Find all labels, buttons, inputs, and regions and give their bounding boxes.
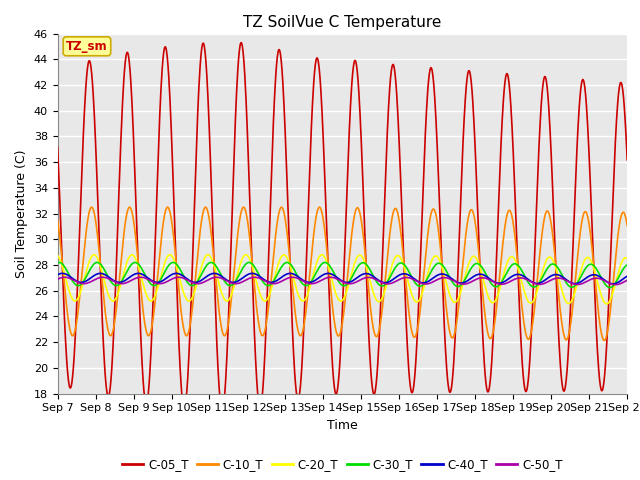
- C-30_T: [556, 268, 564, 274]
- C-50_T: [556, 275, 564, 281]
- C-30_T: [606, 285, 614, 290]
- C-30_T: [623, 262, 631, 268]
- Line: C-05_T: C-05_T: [58, 43, 627, 410]
- C-10_T: [506, 207, 513, 213]
- C-50_T: [611, 282, 619, 288]
- C-30_T: [244, 260, 252, 265]
- C-50_T: [244, 276, 252, 282]
- C-50_T: [431, 278, 439, 284]
- C-50_T: [61, 275, 68, 280]
- C-20_T: [506, 255, 513, 261]
- C-40_T: [181, 274, 189, 280]
- Text: TZ_sm: TZ_sm: [66, 40, 108, 53]
- C-30_T: [181, 275, 189, 281]
- C-40_T: [167, 272, 175, 278]
- C-40_T: [556, 273, 564, 278]
- C-05_T: [218, 408, 226, 413]
- Line: C-10_T: C-10_T: [58, 207, 627, 340]
- Y-axis label: Soil Temperature (C): Soil Temperature (C): [15, 149, 28, 278]
- C-50_T: [623, 277, 631, 283]
- C-10_T: [181, 330, 189, 336]
- C-05_T: [166, 107, 174, 112]
- C-50_T: [54, 276, 61, 282]
- C-20_T: [90, 252, 98, 258]
- C-50_T: [506, 279, 513, 285]
- C-10_T: [600, 337, 608, 343]
- C-10_T: [623, 223, 631, 228]
- C-40_T: [244, 271, 252, 277]
- C-30_T: [55, 260, 63, 265]
- C-10_T: [431, 209, 439, 215]
- C-20_T: [181, 293, 189, 299]
- C-20_T: [167, 252, 175, 258]
- C-05_T: [237, 40, 245, 46]
- C-05_T: [623, 157, 631, 163]
- C-20_T: [556, 280, 564, 286]
- C-50_T: [181, 276, 189, 282]
- C-40_T: [609, 281, 617, 287]
- Title: TZ SoilVue C Temperature: TZ SoilVue C Temperature: [243, 15, 442, 30]
- C-05_T: [432, 110, 440, 116]
- C-30_T: [431, 263, 439, 268]
- Line: C-50_T: C-50_T: [58, 277, 627, 285]
- C-05_T: [506, 91, 514, 97]
- C-10_T: [556, 304, 564, 310]
- C-10_T: [167, 213, 175, 219]
- C-20_T: [431, 253, 439, 259]
- C-50_T: [167, 276, 175, 282]
- C-05_T: [245, 168, 253, 174]
- C-30_T: [167, 261, 175, 266]
- C-20_T: [244, 254, 252, 260]
- Line: C-30_T: C-30_T: [58, 263, 627, 288]
- Line: C-20_T: C-20_T: [58, 255, 627, 304]
- C-40_T: [623, 274, 631, 279]
- C-40_T: [54, 272, 61, 277]
- C-20_T: [54, 252, 61, 258]
- Line: C-40_T: C-40_T: [58, 274, 627, 284]
- C-20_T: [623, 256, 631, 262]
- C-05_T: [556, 361, 564, 367]
- C-40_T: [506, 275, 513, 281]
- C-30_T: [506, 265, 513, 271]
- X-axis label: Time: Time: [327, 419, 358, 432]
- Legend: C-05_T, C-10_T, C-20_T, C-30_T, C-40_T, C-50_T: C-05_T, C-10_T, C-20_T, C-30_T, C-40_T, …: [117, 454, 568, 476]
- C-10_T: [54, 217, 61, 223]
- C-05_T: [180, 405, 188, 411]
- C-30_T: [54, 260, 61, 266]
- C-10_T: [244, 224, 252, 230]
- C-05_T: [54, 144, 61, 150]
- C-20_T: [603, 301, 611, 307]
- C-40_T: [431, 274, 439, 279]
- C-10_T: [88, 204, 95, 210]
- C-40_T: [58, 271, 66, 276]
